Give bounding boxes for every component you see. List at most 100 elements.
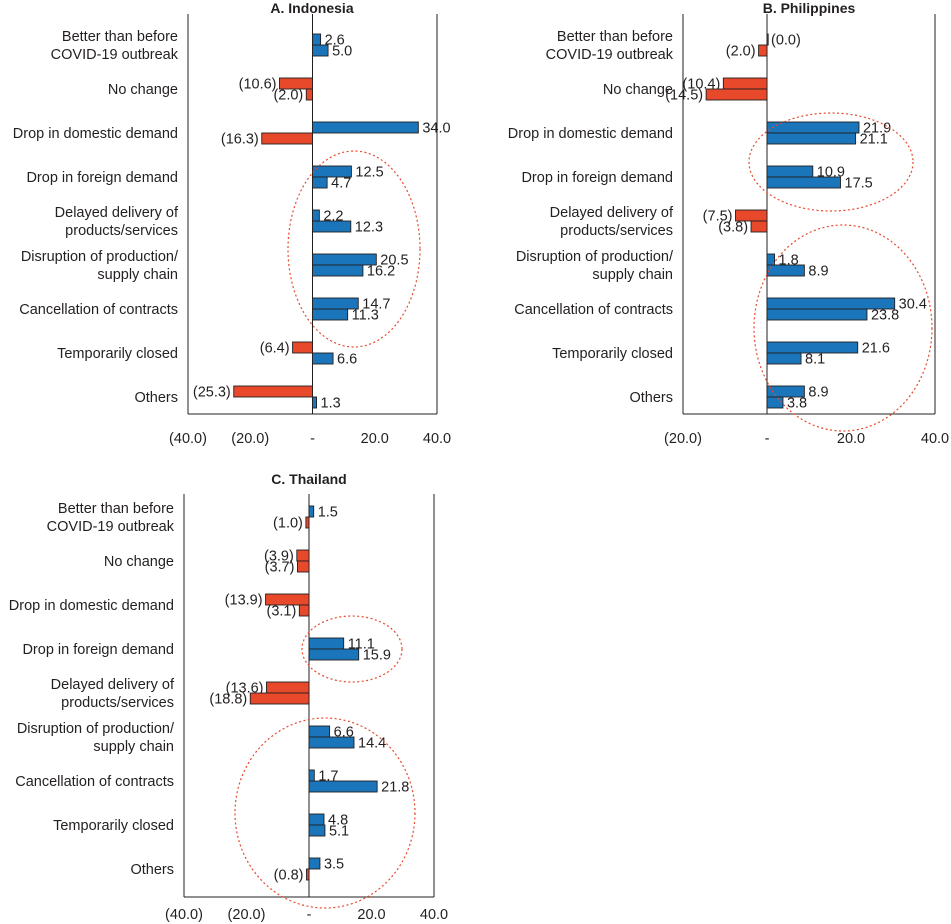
bar-first [308,857,321,870]
value-label: 15.9 [363,648,391,664]
bar-first [266,681,310,694]
bar-first [766,341,859,354]
category-label: Drop in foreign demand [521,170,673,186]
panel-title: C. Thailand [271,471,346,487]
value-label: (3.1) [266,604,296,620]
x-tick-label: 40.0 [921,431,949,447]
bar-second [312,44,329,57]
value-label: (1.0) [273,516,303,532]
value-label: 8.9 [808,385,828,401]
value-label: 11.1 [348,637,375,653]
x-tick-label: (40.0) [165,907,203,923]
category-label: Temporarily closed [57,346,178,362]
highlight-ellipse [748,112,914,212]
value-label: 4.7 [331,176,351,192]
category-label-line: Better than before [58,501,174,517]
value-label: 1.3 [321,396,341,412]
panel-title: B. Philippines [763,0,856,16]
value-label: 3.5 [324,857,344,873]
bar-second [306,868,310,881]
highlight-ellipse [287,150,421,348]
bar-second [750,220,768,233]
x-tick-label: 40.0 [423,431,451,447]
category-label-line: No change [108,82,178,98]
value-label: (10.6) [239,77,277,93]
value-label: 21.9 [863,121,891,137]
value-label: 1.5 [318,505,338,521]
value-label: (3.9) [264,549,294,565]
value-label: 8.1 [805,352,825,368]
category-label-line: supply chain [97,267,178,283]
bar-second [305,516,310,529]
category-label: Cancellation of contracts [15,774,174,790]
category-label: Cancellation of contracts [514,302,673,318]
category-label-line: Delayed delivery of [550,205,674,221]
value-label: 2.6 [325,33,345,49]
category-label-line: Disruption of production/ [21,249,179,265]
category-label-line: supply chain [93,739,174,755]
category-label-line: No change [603,82,673,98]
value-label: 8.9 [808,264,828,280]
bar-second [308,736,355,749]
panel-thailand: C. Thailand (40.0) (20.0) - 20.0 40.0 Better t… [9,471,448,923]
bar-second [312,396,317,409]
category-label: No change [104,554,174,570]
bar-second [766,352,802,365]
value-label: 20.5 [380,253,408,269]
x-tick-label: - [310,431,315,447]
category-label-line: Delayed delivery of [55,205,179,221]
x-tick-label: - [765,431,770,447]
category-label-line: Disruption of production/ [17,721,175,737]
value-label: (7.5) [703,209,733,225]
category-label: Better than before COVID-19 outbreak [51,29,179,63]
category-label: Others [629,390,673,406]
value-label: 21.1 [860,132,888,148]
category-label-line: supply chain [592,267,673,283]
bar-first [292,341,313,354]
bar-second [298,604,310,617]
panel-indonesia: A. Indonesia (40.0) (20.0) - 20.0 40.0 Better … [13,0,451,447]
bar-first [766,165,814,178]
bar-second [312,308,349,321]
bar-second [308,648,360,661]
bar-first [279,77,313,90]
bar-second [766,396,784,409]
value-label: (2.0) [273,88,303,104]
category-label: Cancellation of contracts [19,302,178,318]
value-label: (25.3) [193,385,231,401]
category-label: Drop in domestic demand [508,126,673,142]
category-label: Others [134,390,178,406]
category-label: Delayed delivery of products/services [55,205,179,239]
value-label: 6.6 [337,352,357,368]
value-label: 1.8 [779,253,799,269]
category-label: Drop in foreign demand [26,170,178,186]
category-label: No change [108,82,178,98]
bar-second [308,780,378,793]
category-label-line: No change [104,554,174,570]
x-tick-label: 40.0 [420,907,448,923]
value-label: 1.7 [318,769,338,785]
category-label: Better than before COVID-19 outbreak [47,501,175,535]
value-label: 12.5 [355,165,383,181]
value-label: (14.5) [665,88,703,104]
value-label: 21.6 [862,341,890,357]
bar-first [308,505,315,518]
value-label: 4.8 [328,813,348,829]
category-label-line: Disruption of production/ [516,249,674,265]
bar-second [312,352,334,365]
category-label: Delayed delivery of products/services [51,677,175,711]
value-label: (13.9) [225,593,263,609]
value-label: 30.4 [899,297,927,313]
bar-first [766,33,769,46]
bar-second [766,176,841,189]
category-label: Disruption of production/supply chain [17,721,175,755]
value-label: 2.2 [323,209,343,225]
value-label: 5.0 [332,44,352,60]
bar-first [308,637,345,650]
x-tick-label: (40.0) [169,431,207,447]
value-label: 14.4 [358,736,386,752]
highlight-ellipse [753,224,933,432]
category-label-line: COVID-19 outbreak [546,47,674,63]
category-label: Temporarily closed [53,818,174,834]
highlight-ellipse [234,717,416,909]
